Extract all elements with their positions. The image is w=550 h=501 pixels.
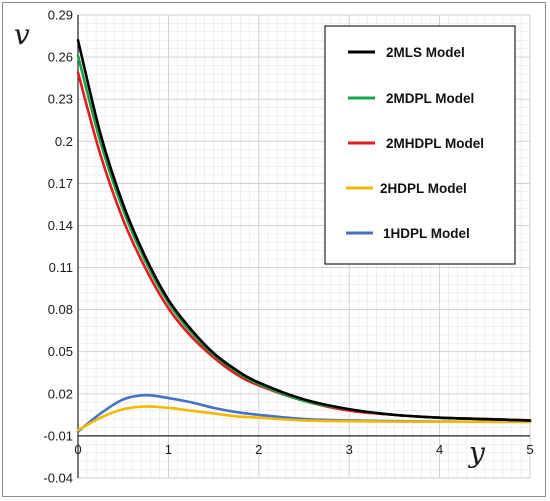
- legend-label: 2MDPL Model: [386, 91, 474, 106]
- y-tick-label: 0.14: [48, 218, 73, 233]
- x-tick-label: 0: [74, 442, 81, 457]
- y-axis-title: v: [14, 18, 30, 51]
- legend-label: 2MHDPL Model: [386, 136, 484, 151]
- y-tick-label: 0.2: [55, 134, 73, 149]
- tick-labels: 0 1 2 3 4 5 -0.04 -0.01 0.02 0.05 0.08 0.11 0.14 0.17…: [43, 8, 533, 486]
- y-tick-label: 0.08: [48, 302, 73, 317]
- y-tick-label: 0.29: [48, 8, 73, 23]
- series-lines: [76, 38, 532, 433]
- y-tick-label: -0.04: [43, 471, 73, 486]
- x-tick-label: 4: [436, 442, 443, 457]
- y-tick-label: 0.17: [48, 176, 73, 191]
- y-tick-label: 0.11: [49, 260, 73, 275]
- axes: [77, 15, 530, 478]
- legend-label: 1HDPL Model: [383, 226, 470, 241]
- y-tick-label: -0.01: [43, 428, 73, 443]
- x-tick-label: 1: [165, 442, 172, 457]
- x-tick-label: 5: [526, 442, 533, 457]
- y-tick-label: 0.02: [48, 386, 73, 401]
- legend-box: [324, 25, 516, 265]
- y-tick-label: 0.26: [48, 50, 73, 65]
- x-tick-label: 3: [346, 442, 353, 457]
- y-tick-label: 0.23: [48, 92, 73, 107]
- series-line-2mls-model: [76, 38, 532, 422]
- x-tick-label: 2: [255, 442, 262, 457]
- series-line-2hdpl-model: [76, 405, 532, 432]
- y-tick-label: 0.05: [48, 344, 73, 359]
- legend: 2MLS Model 2MDPL Model 2MHDPL Model 2HDPL M…: [324, 25, 516, 265]
- x-axis-title: y: [467, 436, 486, 469]
- legend-label: 2HDPL Model: [380, 181, 467, 196]
- legend-label: 2MLS Model: [386, 45, 465, 60]
